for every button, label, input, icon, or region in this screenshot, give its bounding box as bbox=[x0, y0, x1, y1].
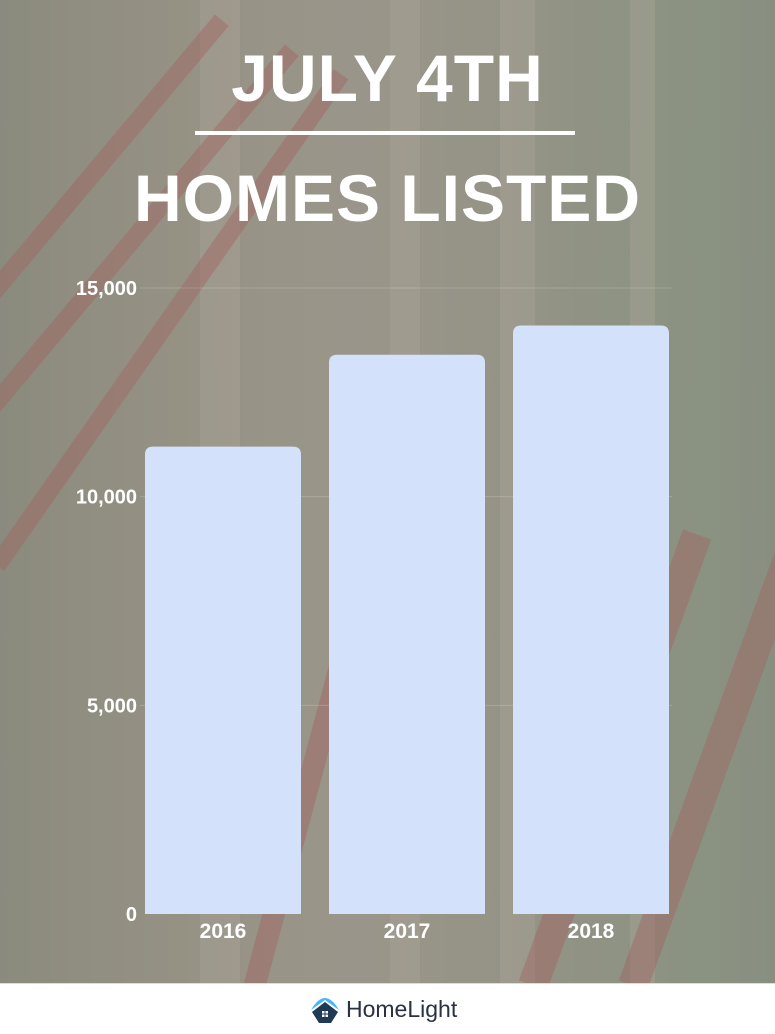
title-divider bbox=[195, 131, 575, 135]
x-tick-label: 2018 bbox=[568, 920, 615, 943]
title-line-2: HOMES LISTED bbox=[133, 161, 642, 235]
bar-2018 bbox=[513, 325, 669, 914]
footer: HomeLight bbox=[0, 983, 775, 1034]
y-tick-label: 5,000 bbox=[87, 695, 137, 717]
bar-chart: 0 5,000 10,000 15,000 2016 2017 2018 bbox=[76, 278, 669, 943]
x-tick-label: 2016 bbox=[200, 920, 247, 943]
bar-2016 bbox=[145, 446, 301, 914]
brand-name: HomeLight bbox=[346, 995, 458, 1022]
bar-2017 bbox=[329, 354, 485, 915]
y-tick-label: 0 bbox=[126, 904, 137, 926]
y-tick-label: 10,000 bbox=[76, 487, 137, 509]
x-tick-label: 2017 bbox=[384, 920, 431, 943]
title-line-1: JULY 4TH bbox=[231, 41, 544, 115]
homelight-logo: HomeLight bbox=[309, 994, 457, 1024]
homelight-house-icon bbox=[311, 998, 339, 1023]
y-tick-label: 15,000 bbox=[76, 278, 137, 300]
